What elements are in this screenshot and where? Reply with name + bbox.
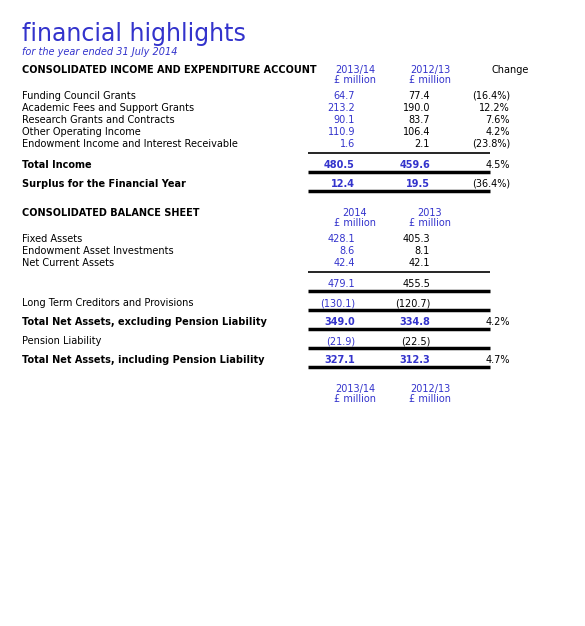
Text: 4.2%: 4.2% bbox=[486, 127, 510, 137]
Text: (16.4%): (16.4%) bbox=[472, 91, 510, 101]
Text: 2012/13: 2012/13 bbox=[410, 384, 450, 394]
Text: Total Net Assets, excluding Pension Liability: Total Net Assets, excluding Pension Liab… bbox=[22, 317, 267, 327]
Text: 327.1: 327.1 bbox=[324, 355, 355, 365]
Text: Total Net Assets, including Pension Liability: Total Net Assets, including Pension Liab… bbox=[22, 355, 264, 365]
Text: Funding Council Grants: Funding Council Grants bbox=[22, 91, 136, 101]
Text: 4.7%: 4.7% bbox=[486, 355, 510, 365]
Text: 106.4: 106.4 bbox=[402, 127, 430, 137]
Text: (23.8%): (23.8%) bbox=[472, 139, 510, 149]
Text: 334.8: 334.8 bbox=[399, 317, 430, 327]
Text: 2012/13: 2012/13 bbox=[410, 65, 450, 75]
Text: 312.3: 312.3 bbox=[399, 355, 430, 365]
Text: CONSOLIDATED INCOME AND EXPENDITURE ACCOUNT: CONSOLIDATED INCOME AND EXPENDITURE ACCO… bbox=[22, 65, 316, 75]
Text: 349.0: 349.0 bbox=[324, 317, 355, 327]
Text: Fixed Assets: Fixed Assets bbox=[22, 234, 82, 244]
Text: 83.7: 83.7 bbox=[408, 115, 430, 125]
Text: £ million: £ million bbox=[334, 75, 376, 85]
Text: 8.6: 8.6 bbox=[340, 246, 355, 256]
Text: 90.1: 90.1 bbox=[333, 115, 355, 125]
Text: 2013/14: 2013/14 bbox=[335, 65, 375, 75]
Text: (36.4%): (36.4%) bbox=[472, 179, 510, 189]
Text: Endowment Income and Interest Receivable: Endowment Income and Interest Receivable bbox=[22, 139, 238, 149]
Text: 4.2%: 4.2% bbox=[486, 317, 510, 327]
Text: Surplus for the Financial Year: Surplus for the Financial Year bbox=[22, 179, 186, 189]
Text: Academic Fees and Support Grants: Academic Fees and Support Grants bbox=[22, 103, 194, 113]
Text: (22.5): (22.5) bbox=[401, 336, 430, 346]
Text: 12.4: 12.4 bbox=[331, 179, 355, 189]
Text: 2013: 2013 bbox=[418, 208, 442, 218]
Text: Long Term Creditors and Provisions: Long Term Creditors and Provisions bbox=[22, 298, 194, 308]
Text: £ million: £ million bbox=[409, 75, 451, 85]
Text: Total Income: Total Income bbox=[22, 160, 92, 170]
Text: Change: Change bbox=[491, 65, 529, 75]
Text: 479.1: 479.1 bbox=[328, 279, 355, 289]
Text: 190.0: 190.0 bbox=[402, 103, 430, 113]
Text: 2014: 2014 bbox=[343, 208, 367, 218]
Text: CONSOLIDATED BALANCE SHEET: CONSOLIDATED BALANCE SHEET bbox=[22, 208, 199, 218]
Text: 42.4: 42.4 bbox=[333, 258, 355, 268]
Text: 1.6: 1.6 bbox=[340, 139, 355, 149]
Text: 480.5: 480.5 bbox=[324, 160, 355, 170]
Text: £ million: £ million bbox=[334, 394, 376, 404]
Text: Pension Liability: Pension Liability bbox=[22, 336, 101, 346]
Text: 77.4: 77.4 bbox=[408, 91, 430, 101]
Text: 12.2%: 12.2% bbox=[479, 103, 510, 113]
Text: 64.7: 64.7 bbox=[333, 91, 355, 101]
Text: 459.6: 459.6 bbox=[399, 160, 430, 170]
Text: Net Current Assets: Net Current Assets bbox=[22, 258, 114, 268]
Text: £ million: £ million bbox=[334, 218, 376, 228]
Text: £ million: £ million bbox=[409, 218, 451, 228]
Text: 8.1: 8.1 bbox=[415, 246, 430, 256]
Text: Other Operating Income: Other Operating Income bbox=[22, 127, 141, 137]
Text: 2013/14: 2013/14 bbox=[335, 384, 375, 394]
Text: Research Grants and Contracts: Research Grants and Contracts bbox=[22, 115, 175, 125]
Text: (130.1): (130.1) bbox=[320, 298, 355, 308]
Text: for the year ended 31 July 2014: for the year ended 31 July 2014 bbox=[22, 47, 177, 57]
Text: 2.1: 2.1 bbox=[415, 139, 430, 149]
Text: 4.5%: 4.5% bbox=[486, 160, 510, 170]
Text: 19.5: 19.5 bbox=[406, 179, 430, 189]
Text: 405.3: 405.3 bbox=[402, 234, 430, 244]
Text: £ million: £ million bbox=[409, 394, 451, 404]
Text: 7.6%: 7.6% bbox=[486, 115, 510, 125]
Text: 42.1: 42.1 bbox=[408, 258, 430, 268]
Text: 428.1: 428.1 bbox=[328, 234, 355, 244]
Text: (21.9): (21.9) bbox=[326, 336, 355, 346]
Text: Endowment Asset Investments: Endowment Asset Investments bbox=[22, 246, 174, 256]
Text: 213.2: 213.2 bbox=[327, 103, 355, 113]
Text: (120.7): (120.7) bbox=[395, 298, 430, 308]
Text: 110.9: 110.9 bbox=[328, 127, 355, 137]
Text: 455.5: 455.5 bbox=[402, 279, 430, 289]
Text: financial highlights: financial highlights bbox=[22, 22, 246, 46]
